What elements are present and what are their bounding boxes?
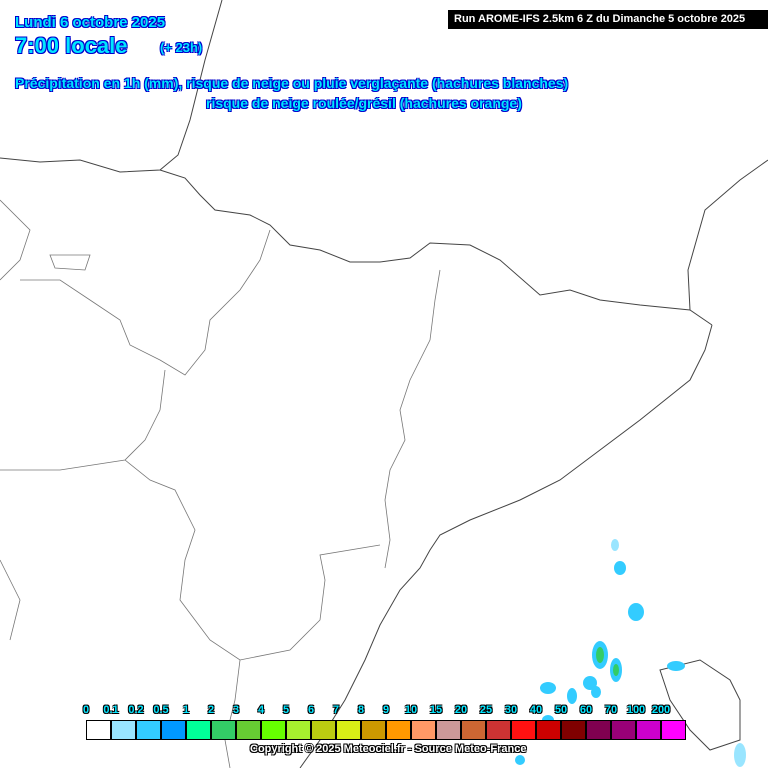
regional-border [0, 369, 166, 471]
legend-swatch [111, 720, 136, 740]
legend-swatch [486, 720, 511, 740]
legend-swatch [286, 720, 311, 740]
legend-label: 0 [82, 704, 90, 716]
legend-swatch [336, 720, 361, 740]
legend-swatch [136, 720, 161, 740]
legend-swatch [86, 720, 111, 740]
legend-label: 15 [429, 704, 443, 716]
forecast-time: 7:00 locale [15, 33, 128, 58]
regional-border [0, 559, 21, 641]
legend-label: 40 [529, 704, 543, 716]
legend-swatch [161, 720, 186, 740]
balearic-mallorca [659, 659, 741, 751]
legend-label: 70 [604, 704, 618, 716]
legend-label: 3 [232, 704, 240, 716]
legend-label: 0.5 [153, 704, 169, 716]
legend-swatch [461, 720, 486, 740]
model-run-info: Run AROME-IFS 2.5km 6 Z du Dimanche 5 oc… [448, 10, 768, 29]
forecast-lead: (+ 23h) [160, 40, 203, 55]
legend-swatch [361, 720, 386, 740]
legend-label: 25 [479, 704, 493, 716]
precipitation-areas [515, 539, 746, 767]
copyright: Copyright © 2025 Meteociel.fr - Source M… [250, 743, 527, 755]
regional-border [49, 254, 91, 271]
legend-label: 2 [207, 704, 215, 716]
legend-swatch [211, 720, 236, 740]
legend-label: 0.2 [128, 704, 144, 716]
legend-label: 0.1 [103, 704, 119, 716]
legend-swatch [636, 720, 661, 740]
france-spain-border [159, 169, 713, 326]
forecast-date: Lundi 6 octobre 2025 [15, 14, 166, 31]
legend-label: 50 [554, 704, 568, 716]
legend-swatch [236, 720, 261, 740]
legend-label: 9 [382, 704, 390, 716]
legend-swatch [411, 720, 436, 740]
legend-swatch [436, 720, 461, 740]
legend-label: 200 [651, 704, 671, 716]
map-title-line1: Précipitation en 1h (mm), risque de neig… [15, 75, 569, 91]
legend-label: 6 [307, 704, 315, 716]
legend-swatch [261, 720, 286, 740]
legend-label: 5 [282, 704, 290, 716]
map-title-line2: risque de neige roulée/grésil (hachures … [206, 95, 522, 111]
legend-label: 7 [332, 704, 340, 716]
legend-label: 20 [454, 704, 468, 716]
legend-label: 4 [257, 704, 265, 716]
legend-label: 10 [404, 704, 418, 716]
legend-label: 30 [504, 704, 518, 716]
legend-swatch [386, 720, 411, 740]
legend-swatch [186, 720, 211, 740]
mediterranean-coast-france [687, 159, 768, 311]
legend-label: 1 [182, 704, 190, 716]
legend-label: 60 [579, 704, 593, 716]
legend-swatch [311, 720, 336, 740]
legend-label: 100 [626, 704, 646, 716]
legend-label: 8 [357, 704, 365, 716]
regional-border [20, 229, 271, 376]
legend-swatch [561, 720, 586, 740]
legend-swatch [586, 720, 611, 740]
regional-border [384, 269, 441, 569]
regional-border [124, 459, 381, 661]
legend-swatch [661, 720, 686, 740]
legend-swatch [511, 720, 536, 740]
regional-border [0, 199, 31, 281]
catalonia-coast [299, 324, 713, 768]
legend-swatch [536, 720, 561, 740]
legend-swatch [611, 720, 636, 740]
